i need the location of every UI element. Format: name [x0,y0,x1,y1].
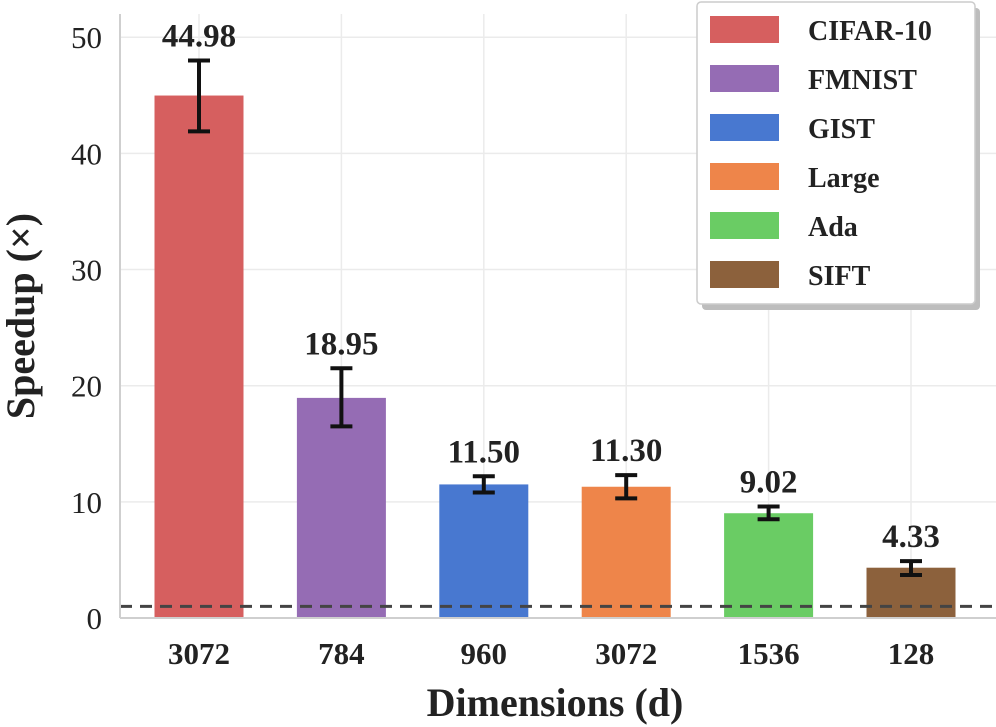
x-tick-labels: 3072 784 960 3072 1536 128 [168,636,934,671]
legend-label: Ada [808,212,858,243]
y-tick-label: 40 [71,136,102,171]
legend-label: GIST [808,114,875,145]
bar-fmnist [296,397,386,618]
x-tick-label: 3072 [595,636,657,671]
bar-large [581,486,671,618]
y-tick-labels: 0 10 20 30 40 50 [71,20,102,636]
y-tick-label: 10 [71,485,102,520]
data-label: 18.95 [304,326,378,362]
legend-label: SIFT [808,261,871,292]
y-tick-label: 0 [87,601,103,636]
data-labels: 44.98 18.95 11.50 11.30 9.02 4.33 [162,18,940,555]
x-tick-label: 784 [318,636,365,671]
y-tick-label: 30 [71,253,102,288]
y-tick-label: 20 [71,369,102,404]
x-tick-label: 3072 [168,636,230,671]
x-axis-title: Dimensions (d) [427,680,684,725]
legend: CIFAR-10 FMNIST GIST Large Ada SIFT [696,1,980,310]
bar-ada [724,513,814,618]
legend-swatch-sift [710,261,779,288]
legend-swatch-cifar-10 [710,16,779,43]
axes [119,14,996,619]
data-label: 9.02 [740,464,798,500]
legend-swatch-gist [710,114,779,141]
bars [154,95,956,619]
legend-items: CIFAR-10 FMNIST GIST Large Ada SIFT [710,16,932,292]
legend-label: Large [808,163,880,194]
legend-swatch-large [710,163,779,190]
bar-cifar-10 [154,95,244,619]
bar-gist [439,484,529,618]
x-tick-label: 1536 [738,636,800,671]
legend-swatch-fmnist [710,65,779,92]
legend-box [696,1,976,305]
data-label: 4.33 [882,519,940,555]
error-bars [188,58,922,578]
y-axis-title: Speedup (×) [0,213,43,419]
data-label: 11.30 [590,433,662,469]
x-tick-label: 960 [461,636,508,671]
y-tick-label: 50 [71,20,102,55]
data-label: 11.50 [448,434,520,470]
data-label: 44.98 [162,18,236,54]
legend-swatch-ada [710,212,779,239]
legend-label: FMNIST [808,65,917,96]
x-tick-label: 128 [888,636,935,671]
legend-label: CIFAR-10 [808,16,932,47]
